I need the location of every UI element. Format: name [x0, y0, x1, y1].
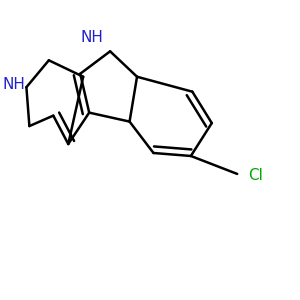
- Text: NH: NH: [2, 77, 25, 92]
- Text: NH: NH: [81, 30, 103, 45]
- Text: Cl: Cl: [248, 168, 262, 183]
